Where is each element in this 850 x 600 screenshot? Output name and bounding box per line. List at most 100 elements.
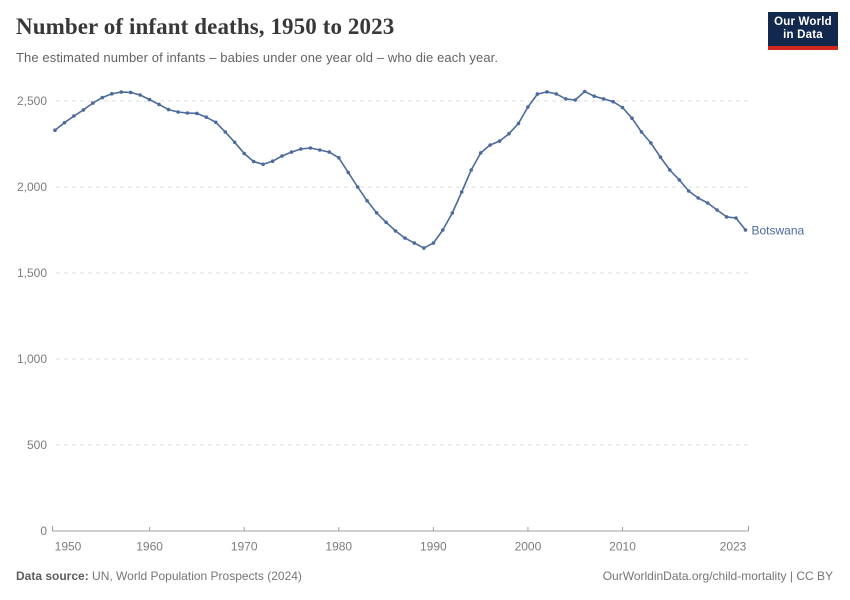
data-point-2001[interactable] [535, 92, 540, 96]
data-point-1980[interactable] [337, 156, 341, 160]
owid-logo[interactable]: Our World in Data [768, 12, 838, 50]
data-point-1973[interactable] [270, 159, 275, 163]
data-point-1970[interactable] [242, 151, 246, 156]
data-point-1969[interactable] [232, 140, 237, 145]
y-axis-label-500: 500 [27, 438, 47, 452]
x-axis-label-1980: 1980 [325, 540, 352, 554]
data-point-1994[interactable] [469, 168, 474, 172]
data-point-2014[interactable] [658, 155, 663, 159]
data-point-1993[interactable] [459, 190, 464, 194]
data-point-2017[interactable] [686, 189, 691, 193]
data-point-1991[interactable] [441, 228, 445, 232]
data-point-1971[interactable] [251, 159, 256, 164]
chart-subtitle: The estimated number of infants – babies… [16, 50, 499, 65]
data-point-1975[interactable] [289, 150, 294, 154]
data-point-1981[interactable] [346, 170, 351, 175]
data-point-1987[interactable] [403, 236, 407, 240]
data-point-2005[interactable] [573, 98, 577, 102]
data-point-2002[interactable] [545, 90, 549, 94]
data-point-1974[interactable] [280, 154, 284, 158]
data-point-1965[interactable] [195, 111, 199, 116]
y-axis-label-2000: 2,000 [17, 180, 47, 194]
owid-logo-red-bar [768, 46, 838, 50]
data-point-2019[interactable] [705, 201, 710, 205]
data-point-2018[interactable] [696, 196, 700, 200]
data-point-2007[interactable] [592, 94, 596, 98]
y-axis-label-2500: 2,500 [17, 94, 47, 108]
data-source-value: UN, World Population Prospects (2024) [88, 569, 302, 583]
data-point-1950[interactable] [53, 128, 57, 132]
x-axis-label-2010: 2010 [609, 540, 636, 554]
owid-logo-line1: Our World [774, 16, 832, 28]
data-source-note: Data source: UN, World Population Prospe… [16, 569, 302, 583]
data-source-label: Data source: [16, 569, 89, 583]
data-point-1985[interactable] [384, 220, 388, 225]
data-point-1978[interactable] [318, 148, 322, 152]
attribution-link[interactable]: OurWorldinData.org/child-mortality | CC … [602, 569, 833, 583]
data-point-1972[interactable] [261, 162, 265, 167]
data-point-2009[interactable] [611, 99, 615, 104]
chart-title: Number of infant deaths, 1950 to 2023 [16, 14, 395, 39]
data-point-2013[interactable] [649, 141, 653, 145]
data-point-1968[interactable] [223, 130, 228, 134]
data-point-2012[interactable] [639, 130, 644, 134]
series-line-botswana[interactable] [54, 90, 747, 249]
data-point-2006[interactable] [582, 89, 587, 94]
data-point-2000[interactable] [526, 105, 530, 109]
data-point-1988[interactable] [412, 241, 417, 245]
data-point-1999[interactable] [516, 121, 521, 126]
data-point-1976[interactable] [299, 147, 303, 151]
data-point-1961[interactable] [157, 102, 161, 107]
data-point-2023[interactable] [743, 228, 748, 232]
data-point-1960[interactable] [147, 97, 152, 102]
data-point-1951[interactable] [62, 120, 67, 125]
data-point-1962[interactable] [166, 107, 171, 112]
data-point-1963[interactable] [176, 110, 180, 114]
data-point-1989[interactable] [422, 246, 426, 250]
data-point-2021[interactable] [724, 215, 729, 219]
data-point-2008[interactable] [601, 97, 606, 101]
data-point-2015[interactable] [668, 168, 672, 172]
y-axis-label-1500: 1,500 [17, 266, 47, 280]
data-point-1986[interactable] [393, 229, 398, 233]
data-point-1977[interactable] [308, 146, 313, 150]
data-point-1957[interactable] [119, 90, 123, 94]
data-point-2016[interactable] [677, 178, 682, 182]
x-axis-label-2000: 2000 [515, 540, 542, 554]
data-point-1996[interactable] [488, 143, 492, 147]
x-axis-label-1950: 1950 [55, 540, 82, 554]
entity-label-botswana[interactable]: Botswana [752, 224, 805, 238]
data-point-1998[interactable] [507, 131, 511, 136]
data-point-2010[interactable] [620, 105, 625, 110]
data-point-1992[interactable] [450, 211, 455, 215]
data-point-1956[interactable] [110, 92, 114, 96]
data-point-1958[interactable] [128, 90, 133, 95]
data-point-1983[interactable] [365, 199, 369, 203]
x-axis-label-1990: 1990 [420, 540, 447, 554]
data-point-1982[interactable] [355, 185, 360, 189]
data-point-1953[interactable] [81, 108, 86, 112]
data-point-1964[interactable] [185, 111, 190, 115]
data-point-2004[interactable] [564, 97, 568, 101]
data-point-2011[interactable] [630, 116, 634, 120]
data-point-1995[interactable] [478, 151, 483, 155]
data-point-1997[interactable] [497, 139, 502, 143]
x-axis-label-1970: 1970 [231, 540, 258, 554]
data-point-1984[interactable] [374, 211, 379, 215]
data-point-2020[interactable] [715, 208, 719, 212]
data-point-2022[interactable] [734, 216, 738, 220]
data-point-1955[interactable] [100, 95, 105, 100]
owid-logo-line2: in Data [783, 29, 823, 41]
y-axis-label-1000: 1,000 [17, 352, 47, 366]
data-point-1990[interactable] [431, 241, 436, 245]
data-point-1959[interactable] [138, 93, 142, 97]
data-point-1954[interactable] [91, 101, 95, 105]
data-point-1979[interactable] [327, 150, 332, 154]
data-point-1967[interactable] [214, 120, 218, 125]
x-axis-label-1960: 1960 [136, 540, 163, 554]
data-point-1952[interactable] [72, 114, 76, 118]
data-point-1966[interactable] [204, 115, 209, 119]
data-point-2003[interactable] [554, 92, 559, 96]
